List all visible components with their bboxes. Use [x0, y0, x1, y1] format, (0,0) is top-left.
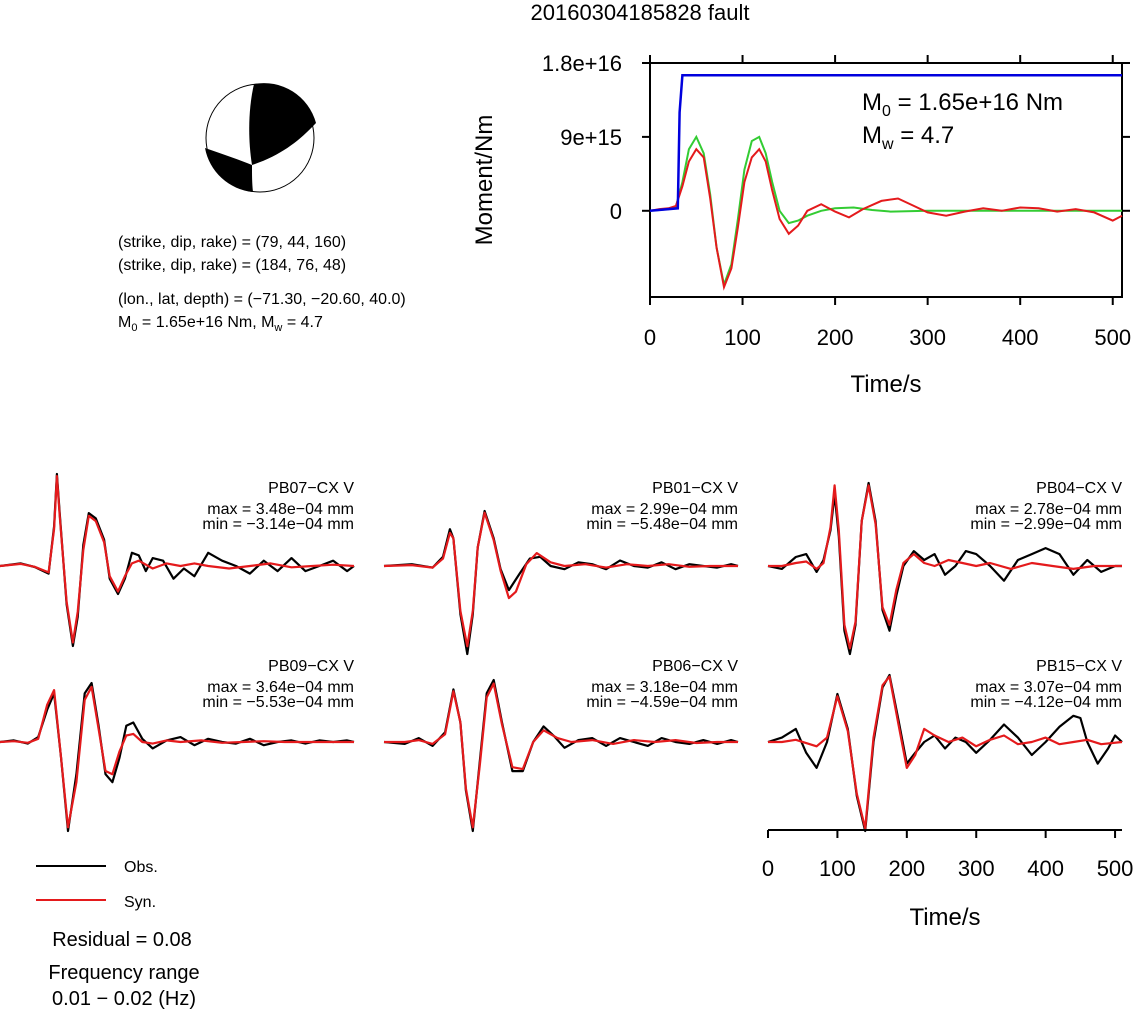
waveform-x-ticks: 0 100 200 300 400 500 — [762, 830, 1134, 881]
station-min-pb09: min = −5.53e−04 mm — [202, 694, 354, 711]
moment-chart: 0 9e+15 1.8e+16 0 100 200 300 400 500 Time/s Mo… — [471, 51, 1131, 398]
station-min-pb01: min = −5.48e−04 mm — [586, 516, 738, 533]
moment-x-axis-label: Time/s — [850, 371, 921, 398]
waveform-syn-pb07 — [0, 475, 355, 644]
station-max-pb06: max = 3.18e−04 mm — [591, 679, 738, 696]
moment-magnitude-line: M0 = 1.65e+16 Nm, Mw = 4.7 — [118, 314, 323, 334]
station-title-pb01: PB01−CX V — [652, 480, 738, 497]
waveform-syn-pb06 — [384, 682, 738, 829]
legend: Obs. Syn. — [36, 859, 158, 911]
moment-series-stf — [649, 134, 1122, 289]
moment-annotation-mw: Mw = 4.7 — [862, 122, 954, 153]
moment-y-ticks: 0 9e+15 1.8e+16 — [542, 51, 1130, 224]
moment-chart-frame — [649, 62, 1123, 298]
moment-series-syn — [649, 147, 1123, 291]
beachball-compressional-quadrant-1 — [249, 83, 316, 165]
moment-series-moment — [649, 74, 1122, 213]
frequency-range-value: 0.01 − 0.02 (Hz) — [52, 988, 196, 1009]
residual-label: Residual = 0.08 — [52, 929, 192, 951]
waveform-x-tick-label: 300 — [958, 856, 995, 881]
waveform-x-tick-label: 100 — [819, 856, 856, 881]
station-max-pb04: max = 2.78e−04 mm — [975, 501, 1122, 518]
waveform-lines — [0, 472, 1123, 833]
station-title-pb06: PB06−CX V — [652, 658, 738, 675]
waveform-x-tick-label: 400 — [1027, 856, 1064, 881]
figure-title: 20160304185828 fault — [531, 0, 750, 25]
station-max-pb01: max = 2.99e−04 mm — [591, 501, 738, 518]
waveform-x-axis-label: Time/s — [909, 904, 980, 931]
moment-annotation-m0: M0 = 1.65e+16 Nm — [862, 89, 1063, 120]
moment-lines — [649, 74, 1123, 291]
moment-y-tick-label: 9e+15 — [560, 125, 622, 150]
focal-parameters: (strike, dip, rake) = (79, 44, 160) (str… — [118, 234, 406, 334]
frequency-range-label: Frequency range — [48, 962, 199, 984]
station-min-pb07: min = −3.14e−04 mm — [202, 516, 354, 533]
legend-obs-label: Obs. — [124, 859, 158, 876]
focal-plane-2: (strike, dip, rake) = (184, 76, 48) — [118, 257, 346, 274]
waveform-x-tick-label: 0 — [762, 856, 774, 881]
station-max-pb09: max = 3.64e−04 mm — [207, 679, 354, 696]
moment-y-tick-label: 1.8e+16 — [542, 51, 622, 76]
waveform-syn-pb15 — [768, 675, 1123, 830]
moment-y-tick-label: 0 — [610, 199, 622, 224]
beachball — [205, 83, 316, 193]
station-title-pb15: PB15−CX V — [1036, 658, 1122, 675]
beachball-compressional-quadrant-2 — [205, 148, 253, 192]
station-title-pb07: PB07−CX V — [268, 480, 354, 497]
moment-y-axis-label: Moment/Nm — [471, 115, 498, 246]
waveform-obs-pb07 — [0, 472, 355, 648]
moment-x-tick-label: 300 — [909, 325, 946, 350]
station-min-pb06: min = −4.59e−04 mm — [586, 694, 738, 711]
station-labels: PB07−CX V max = 3.48e−04 mm min = −3.14e… — [202, 480, 1122, 711]
station-max-pb07: max = 3.48e−04 mm — [207, 501, 354, 518]
moment-x-tick-label: 200 — [817, 325, 854, 350]
station-title-pb04: PB04−CX V — [1036, 480, 1122, 497]
waveform-time-axis: 0 100 200 300 400 500 Time/s — [762, 829, 1134, 931]
station-max-pb15: max = 3.07e−04 mm — [975, 679, 1122, 696]
moment-x-tick-label: 100 — [724, 325, 761, 350]
location-depth: (lon., lat, depth) = (−71.30, −20.60, 40… — [118, 291, 406, 308]
moment-x-tick-label: 0 — [644, 325, 656, 350]
moment-x-tick-label: 500 — [1094, 325, 1131, 350]
focal-plane-1: (strike, dip, rake) = (79, 44, 160) — [118, 234, 346, 251]
moment-x-tick-label: 400 — [1002, 325, 1039, 350]
waveform-syn-pb04 — [768, 484, 1122, 650]
waveform-syn-pb09 — [0, 685, 354, 829]
waveform-x-tick-label: 200 — [888, 856, 925, 881]
moment-x-ticks: 0 100 200 300 400 500 — [644, 55, 1131, 350]
legend-syn-label: Syn. — [124, 894, 156, 911]
station-min-pb04: min = −2.99e−04 mm — [970, 516, 1122, 533]
station-title-pb09: PB09−CX V — [268, 658, 354, 675]
waveform-syn-pb01 — [383, 511, 738, 648]
station-min-pb15: min = −4.12e−04 mm — [970, 694, 1122, 711]
waveform-x-tick-label: 500 — [1097, 856, 1134, 881]
